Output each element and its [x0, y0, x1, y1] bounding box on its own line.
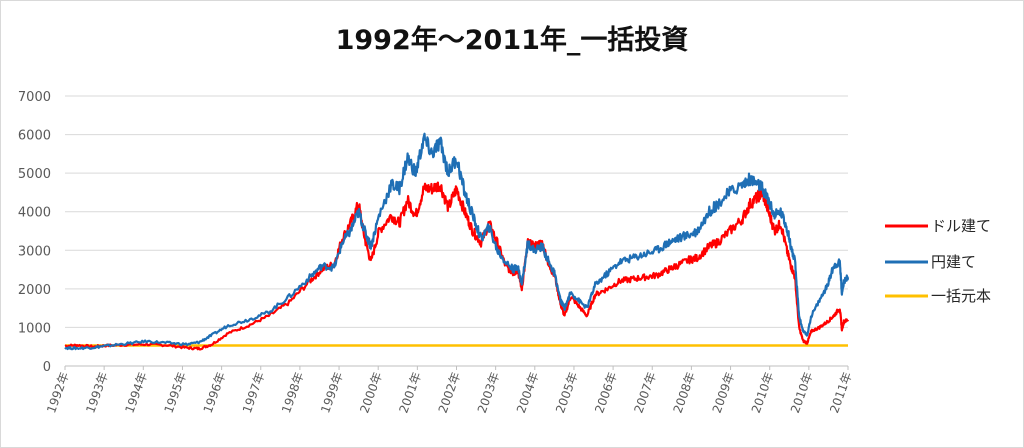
series-line	[64, 132, 850, 351]
y-tick-label: 0	[43, 360, 51, 375]
x-tick-label: 2000年	[357, 370, 385, 415]
x-tick-label: 2008年	[671, 370, 699, 415]
x-tick-label: 2001年	[396, 370, 424, 415]
y-tick-label: 3000	[18, 244, 51, 259]
x-tick-label: 1992年	[44, 370, 72, 415]
x-tick-label: 2002年	[436, 370, 464, 415]
x-tick-label: 1993年	[83, 370, 111, 415]
y-tick-label: 4000	[18, 206, 51, 221]
x-tick-label: 1996年	[201, 370, 229, 415]
y-tick-label: 1000	[18, 321, 51, 336]
x-tick-label: 2003年	[475, 370, 503, 415]
y-tick-label: 6000	[18, 129, 51, 144]
chart-title: 1992年～2011年_一括投資	[335, 25, 689, 56]
x-tick-label: 1999年	[318, 370, 346, 415]
x-tick-label: 1997年	[240, 370, 268, 415]
legend-label: 円建て	[931, 253, 976, 271]
x-tick-label: 2009年	[710, 370, 738, 415]
x-tick-label: 2005年	[553, 370, 581, 415]
legend-label: 一括元本	[931, 287, 991, 305]
x-tick-label: 2011年	[827, 370, 855, 415]
x-tick-label: 1995年	[162, 370, 190, 415]
x-tick-label: 1994年	[122, 370, 150, 415]
x-tick-label: 2007年	[631, 370, 659, 415]
legend-label: ドル建て	[931, 217, 991, 235]
x-tick-label: 2004年	[514, 370, 542, 415]
y-tick-label: 2000	[18, 283, 51, 298]
x-tick-label: 2010年	[788, 370, 816, 415]
y-tick-label: 5000	[18, 167, 51, 182]
x-tick-label: 2010年	[749, 370, 777, 415]
y-tick-label: 7000	[18, 90, 51, 105]
series-line	[64, 181, 850, 351]
x-tick-label: 1998年	[279, 370, 307, 415]
x-tick-label: 2006年	[592, 370, 620, 415]
